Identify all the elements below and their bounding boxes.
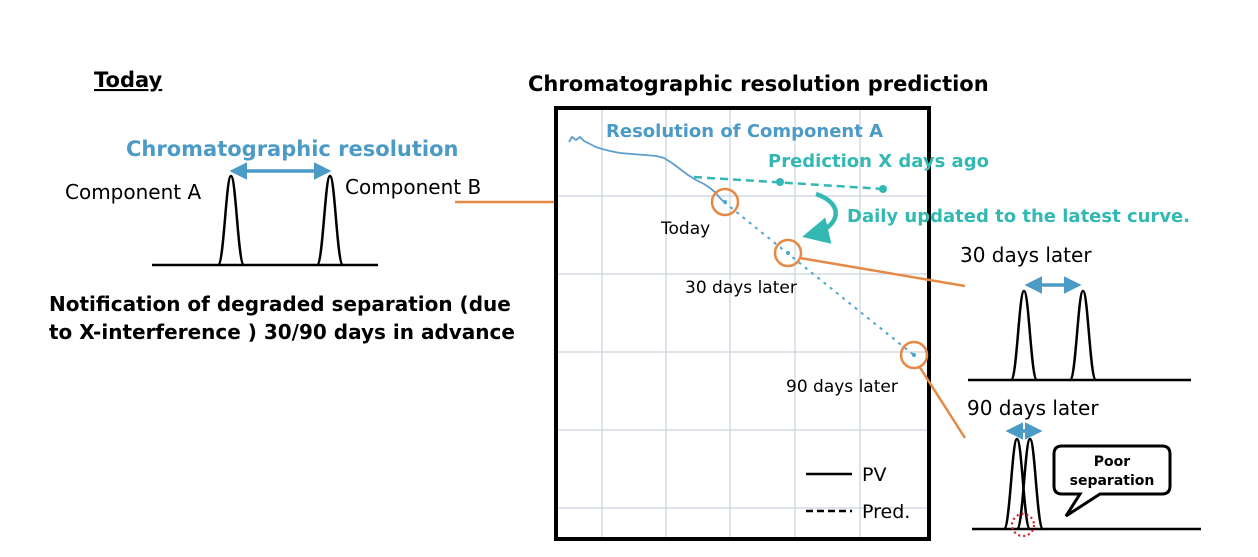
chart-frame: Resolution of Component A Prediction X d…: [554, 106, 989, 541]
series-label: Resolution of Component A: [606, 121, 883, 142]
peak-90-a: [1002, 437, 1032, 531]
old-prediction-point-1: [776, 178, 784, 186]
point-90-label: 90 days later: [786, 377, 898, 397]
left-panel: Today Chromatographic resolution Compone…: [49, 68, 515, 344]
label-30-days: 30 days later: [960, 243, 1092, 267]
peak-90-b: [1015, 437, 1045, 531]
peak-component-a: [216, 174, 246, 267]
notice-line-2: to X-interference ) 30/90 days in advanc…: [49, 320, 515, 344]
update-label: Daily updated to the latest curve.: [847, 206, 1190, 227]
callout-bubble: [1052, 444, 1172, 518]
peak-30-a: [1009, 289, 1039, 382]
pv-curve: [568, 135, 725, 203]
label-90-days: 90 days later: [967, 396, 1099, 420]
callout-line-2: separation: [1070, 473, 1155, 489]
today-heading: Today: [94, 68, 163, 92]
old-prediction-point-2: [879, 185, 887, 193]
curved-arrow-icon: [802, 191, 838, 244]
chart-border: [554, 106, 931, 541]
dotted-circle-icon: [1010, 512, 1036, 538]
connector-30: [799, 256, 966, 288]
point-today-marker: [710, 187, 740, 217]
point-30-label: 30 days later: [685, 278, 797, 298]
prediction-label: Prediction X days ago: [768, 151, 989, 172]
connector-90: [917, 365, 967, 439]
point-90-dot: [912, 353, 916, 357]
point-90-marker: [899, 340, 929, 370]
chart-title: Chromatographic resolution prediction: [528, 72, 989, 96]
component-b-label: Component B: [345, 175, 481, 199]
component-a-label: Component A: [65, 180, 201, 204]
callout-line-1: Poor: [1094, 454, 1130, 470]
chart-legend: PV Pred.: [806, 464, 910, 523]
resolution-label: Chromatographic resolution: [126, 137, 458, 161]
chart-grid: [558, 110, 927, 537]
right-panel: 30 days later 90 days later Poor separat…: [960, 243, 1201, 538]
point-30-dot: [786, 251, 790, 255]
point-today-label: Today: [660, 219, 710, 239]
old-prediction-line: [693, 175, 885, 191]
notice-line-1: Notification of degraded separation (due: [49, 292, 511, 316]
legend-pred-label: Pred.: [862, 501, 910, 523]
point-30-marker: [773, 238, 803, 268]
legend-pv-label: PV: [862, 464, 886, 486]
point-today-dot: [723, 200, 727, 204]
latest-prediction-line: [723, 201, 916, 357]
peak-30-b: [1068, 289, 1098, 382]
peak-component-b: [315, 174, 345, 267]
